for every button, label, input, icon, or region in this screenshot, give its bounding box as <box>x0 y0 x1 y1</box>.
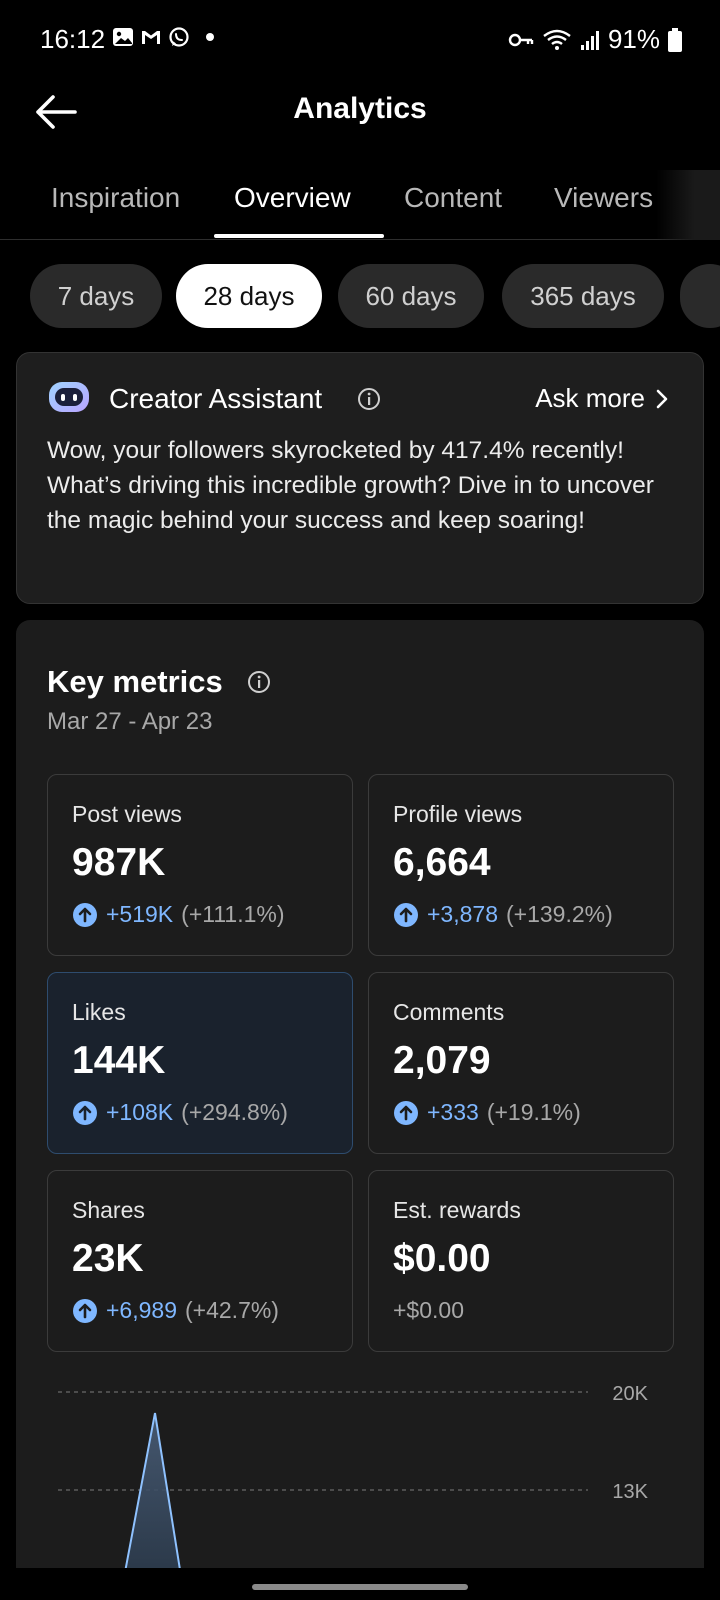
metric-card-likes[interactable]: Likes 144K +108K (+294.8%) <box>47 972 353 1154</box>
arrow-up-circle-icon <box>73 902 97 927</box>
metric-label: Comments <box>393 999 505 1025</box>
metric-label: Est. rewards <box>393 1197 521 1223</box>
status-time: 16:12 <box>40 24 106 54</box>
period-chip-28-days[interactable]: 28 days <box>176 264 322 328</box>
metric-card-shares[interactable]: Shares 23K +6,989 (+42.7%) <box>47 1170 353 1352</box>
metric-card-profile-views[interactable]: Profile views 6,664 +3,878 (+139.2%) <box>368 774 674 956</box>
key-metrics-date-range: Mar 27 - Apr 23 <box>47 708 213 735</box>
metric-change: +519K (+111.1%) <box>72 901 285 928</box>
metric-change-percent: (+19.1%) <box>486 1099 581 1125</box>
likes-chart[interactable]: 20K 13K <box>16 1340 704 1600</box>
tab-content[interactable]: Content <box>404 182 503 213</box>
metric-change-percent: (+111.1%) <box>181 901 285 927</box>
period-chip-365-days[interactable]: 365 days <box>502 264 664 328</box>
battery-icon <box>668 27 682 52</box>
metric-change: +3,878 (+139.2%) <box>393 901 613 928</box>
assistant-message: Wow, your followers skyrocketed by 417.4… <box>47 437 654 534</box>
period-chip-60-days[interactable]: 60 days <box>338 264 484 328</box>
metric-label: Likes <box>72 999 126 1025</box>
period-chip-partial[interactable] <box>680 264 720 328</box>
tab-viewers[interactable]: Viewers <box>554 182 654 213</box>
chart-series-line <box>118 1412 186 1600</box>
metric-change-absolute: +519K <box>106 901 174 927</box>
ask-more-label: Ask more <box>535 383 645 413</box>
metric-card-est-rewards[interactable]: Est. rewards $0.00 +$0.00 <box>368 1170 674 1352</box>
metric-card-post-views[interactable]: Post views 987K +519K (+111.1%) <box>47 774 353 956</box>
assistant-title: Creator Assistant <box>109 383 323 414</box>
info-icon[interactable] <box>357 387 381 411</box>
ask-more-link[interactable]: Ask more <box>535 383 669 414</box>
metric-value: 6,664 <box>393 841 491 884</box>
gmail-icon <box>142 31 160 44</box>
whatsapp-icon <box>169 27 189 47</box>
tab-overflow-fade <box>656 170 720 240</box>
metric-label: Post views <box>72 801 182 827</box>
signal-icon <box>580 30 599 50</box>
metric-change-absolute: +333 <box>427 1099 479 1125</box>
metric-value: 987K <box>72 841 166 884</box>
creator-assistant-card[interactable]: Creator Assistant Ask more Wow, your fol… <box>16 352 704 604</box>
metric-change-percent: (+42.7%) <box>185 1297 279 1323</box>
metric-change: +333 (+19.1%) <box>393 1099 581 1126</box>
active-tab-indicator <box>214 234 384 238</box>
status-right-icons: 91% <box>508 24 682 55</box>
metric-change-absolute: +108K <box>106 1099 174 1125</box>
metric-card-comments[interactable]: Comments 2,079 +333 (+19.1%) <box>368 972 674 1154</box>
arrow-up-circle-icon <box>394 1100 418 1125</box>
metric-change: +108K (+294.8%) <box>72 1099 288 1126</box>
key-metrics-panel: Key metrics Mar 27 - Apr 23 Post views 9… <box>16 620 704 1600</box>
metric-value: 144K <box>72 1039 166 1082</box>
metric-change-plain: +$0.00 <box>393 1297 464 1323</box>
arrow-up-circle-icon <box>394 902 418 927</box>
back-button[interactable] <box>30 86 82 138</box>
tab-inspiration[interactable]: Inspiration <box>51 182 181 213</box>
gallery-icon <box>113 28 133 46</box>
system-nav-bar <box>0 1568 720 1600</box>
metric-label: Profile views <box>393 801 523 827</box>
chart-y-tick-label: 20K <box>612 1383 648 1405</box>
metric-value: 23K <box>72 1237 144 1280</box>
key-icon <box>508 33 534 46</box>
status-notification-icons <box>112 26 214 48</box>
tab-overview[interactable]: Overview <box>234 182 351 213</box>
key-metrics-title: Key metrics <box>47 664 223 699</box>
info-icon[interactable] <box>247 670 271 694</box>
metric-change-percent: (+294.8%) <box>181 1099 288 1125</box>
metric-change-percent: (+139.2%) <box>506 901 613 927</box>
arrow-up-circle-icon <box>73 1100 97 1125</box>
metric-value: $0.00 <box>393 1237 491 1280</box>
page-title: Analytics <box>293 92 427 125</box>
battery-percent: 91% <box>607 24 660 54</box>
status-bar: 16:12 <box>0 0 720 80</box>
metric-change: +6,989 (+42.7%) <box>72 1297 279 1324</box>
metric-change-absolute: +3,878 <box>427 901 498 927</box>
chevron-right-icon <box>656 389 668 408</box>
arrow-up-circle-icon <box>73 1298 97 1323</box>
metric-change: +$0.00 <box>393 1297 464 1324</box>
wifi-icon <box>543 29 571 50</box>
chart-area-fill <box>119 1413 185 1600</box>
arrow-left-icon <box>36 95 77 129</box>
metric-change-absolute: +6,989 <box>106 1297 177 1323</box>
metric-label: Shares <box>72 1197 145 1223</box>
tab-bar: Inspiration Overview Content Viewers F <box>0 170 720 240</box>
gesture-handle[interactable] <box>252 1584 468 1590</box>
chart-y-tick-label: 13K <box>612 1481 648 1503</box>
period-chip-7-days[interactable]: 7 days <box>30 264 162 328</box>
metric-value: 2,079 <box>393 1039 491 1082</box>
status-dot <box>206 33 214 41</box>
assistant-bot-icon <box>49 382 89 412</box>
